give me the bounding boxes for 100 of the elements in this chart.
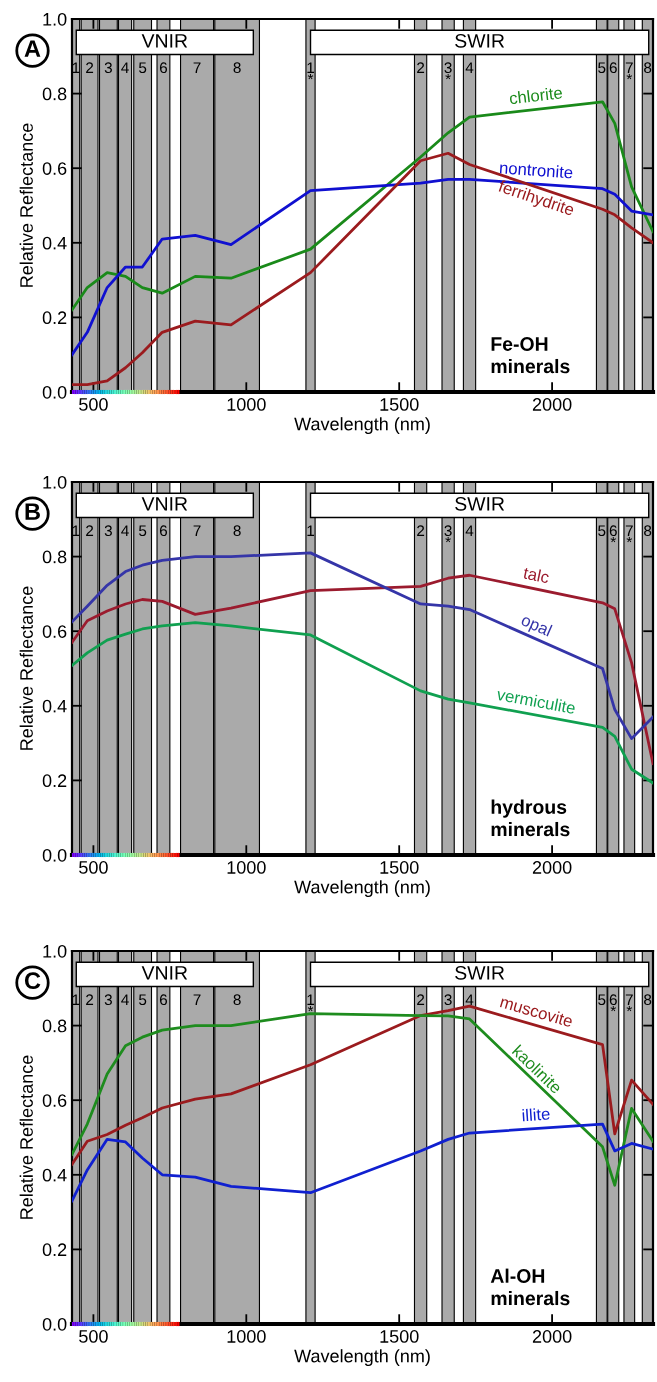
- x-tick-label: 1500: [380, 1330, 419, 1343]
- band-label: 1 *: [307, 62, 315, 80]
- band-label: 3: [104, 525, 112, 537]
- band-label: 8: [233, 62, 241, 74]
- band-label: 8: [233, 525, 241, 537]
- band-label: 5: [139, 62, 147, 74]
- annotation: Fe-OH minerals: [491, 337, 570, 374]
- series-label: illite: [522, 1107, 550, 1122]
- y-tick-label: 1.0: [43, 944, 67, 958]
- band-label: 1 *: [307, 994, 315, 1012]
- band-label: 3: [104, 62, 112, 74]
- text: vermiculite: [496, 687, 576, 715]
- band-label: 6 *: [609, 525, 617, 543]
- y-tick-label: 0.6: [42, 1094, 67, 1107]
- band-label: 4: [121, 62, 129, 73]
- band-label: 2: [86, 525, 94, 536]
- x-tick-label: 500: [79, 861, 108, 874]
- band-label: 4: [121, 525, 129, 536]
- band-label: 3: [444, 994, 452, 1006]
- band-label: 5: [139, 994, 147, 1006]
- band-label: 7 *: [625, 525, 633, 543]
- band-label: 6: [609, 62, 617, 74]
- y-tick-label: 0.4: [42, 699, 67, 713]
- y-tick-label: 0.0: [42, 848, 67, 862]
- band-label: 5: [598, 525, 606, 537]
- band-label: 8: [233, 994, 241, 1006]
- x-tick-label: 1500: [380, 861, 419, 874]
- y-axis-title: Relative Reflectance: [19, 1055, 33, 1219]
- line-series: [72, 178, 653, 357]
- band-label: 4: [465, 62, 474, 73]
- y-tick-label: 0.8: [42, 550, 67, 564]
- text: A: [24, 40, 41, 57]
- y-tick-label: 0.0: [42, 1317, 67, 1331]
- line-series: [72, 151, 653, 386]
- band-label: 7 *: [625, 994, 633, 1012]
- band-label: SWIR: [455, 965, 505, 980]
- band-label: 7: [193, 62, 201, 73]
- band-label: 6: [159, 525, 168, 537]
- band-label: 6 *: [609, 994, 617, 1012]
- band-label: 4: [121, 994, 129, 1005]
- x-tick-label: 1500: [380, 398, 419, 411]
- y-tick-label: 0.8: [42, 1019, 67, 1033]
- band-label: 2: [86, 994, 94, 1005]
- x-tick-label: 500: [79, 1330, 108, 1343]
- band-label: 2: [417, 62, 425, 73]
- line-series: [72, 1122, 653, 1203]
- band-label: 2: [86, 62, 94, 73]
- x-tick-label: 2000: [532, 398, 572, 411]
- x-axis-title: Wavelength (nm): [294, 1349, 430, 1366]
- y-tick-label: 0.4: [42, 236, 67, 250]
- band-label: SWIR: [455, 496, 505, 511]
- band-label: 8: [644, 62, 652, 74]
- band-label: 3 *: [444, 62, 452, 80]
- line-series: [72, 551, 653, 741]
- band-label: 7: [193, 525, 201, 536]
- x-tick-label: 2000: [532, 861, 572, 874]
- annotation: hydrous minerals: [491, 799, 570, 837]
- band-label: 1: [307, 525, 315, 536]
- y-tick-label: 1.0: [43, 12, 67, 26]
- y-tick-label: 1.0: [43, 475, 67, 489]
- band-label: 8: [644, 994, 652, 1006]
- band-label: 7 *: [625, 62, 633, 80]
- band-label: 4: [465, 525, 474, 536]
- y-tick-label: 0.6: [42, 625, 67, 638]
- text: chlorite: [509, 86, 563, 105]
- band-label: 2: [417, 994, 425, 1005]
- x-tick-label: 1000: [227, 1330, 266, 1343]
- band-label: SWIR: [455, 33, 505, 48]
- band-label: 8: [644, 525, 652, 537]
- band-label: VNIR: [141, 34, 188, 48]
- y-tick-label: 0.8: [42, 87, 67, 101]
- y-tick-label: 0.6: [42, 162, 67, 175]
- band-label: 5: [598, 994, 606, 1006]
- annotation: Al-OH minerals: [490, 1268, 570, 1306]
- band-label: 7: [193, 994, 201, 1005]
- band-label: 5: [598, 62, 606, 74]
- band-label: 6: [159, 62, 168, 74]
- y-tick-label: 0.2: [42, 774, 67, 788]
- band-label: 5: [139, 525, 147, 537]
- band-label: VNIR: [141, 966, 188, 980]
- text: B: [25, 503, 40, 520]
- y-tick-label: 0.4: [42, 1168, 67, 1182]
- text: talc: [522, 566, 550, 584]
- x-axis-title: Wavelength (nm): [294, 880, 430, 897]
- x-tick-label: 2000: [532, 1330, 572, 1343]
- x-tick-label: 1000: [227, 861, 266, 874]
- band-label: 3: [104, 994, 112, 1006]
- x-tick-label: 500: [79, 398, 108, 411]
- band-label: 6: [159, 994, 168, 1006]
- series-label: nontronite: [499, 161, 573, 179]
- y-tick-label: 0.0: [42, 385, 67, 399]
- band-label: 3 *: [444, 525, 452, 543]
- y-tick-label: 0.2: [42, 311, 67, 325]
- band-label: 2: [417, 525, 425, 536]
- band-label: VNIR: [141, 497, 188, 511]
- text: opal: [519, 613, 553, 640]
- x-axis-title: Wavelength (nm): [294, 417, 430, 434]
- y-axis-title: Relative Reflectance: [19, 123, 33, 287]
- y-axis-title: Relative Reflectance: [19, 586, 33, 750]
- y-tick-label: 0.2: [42, 1243, 67, 1257]
